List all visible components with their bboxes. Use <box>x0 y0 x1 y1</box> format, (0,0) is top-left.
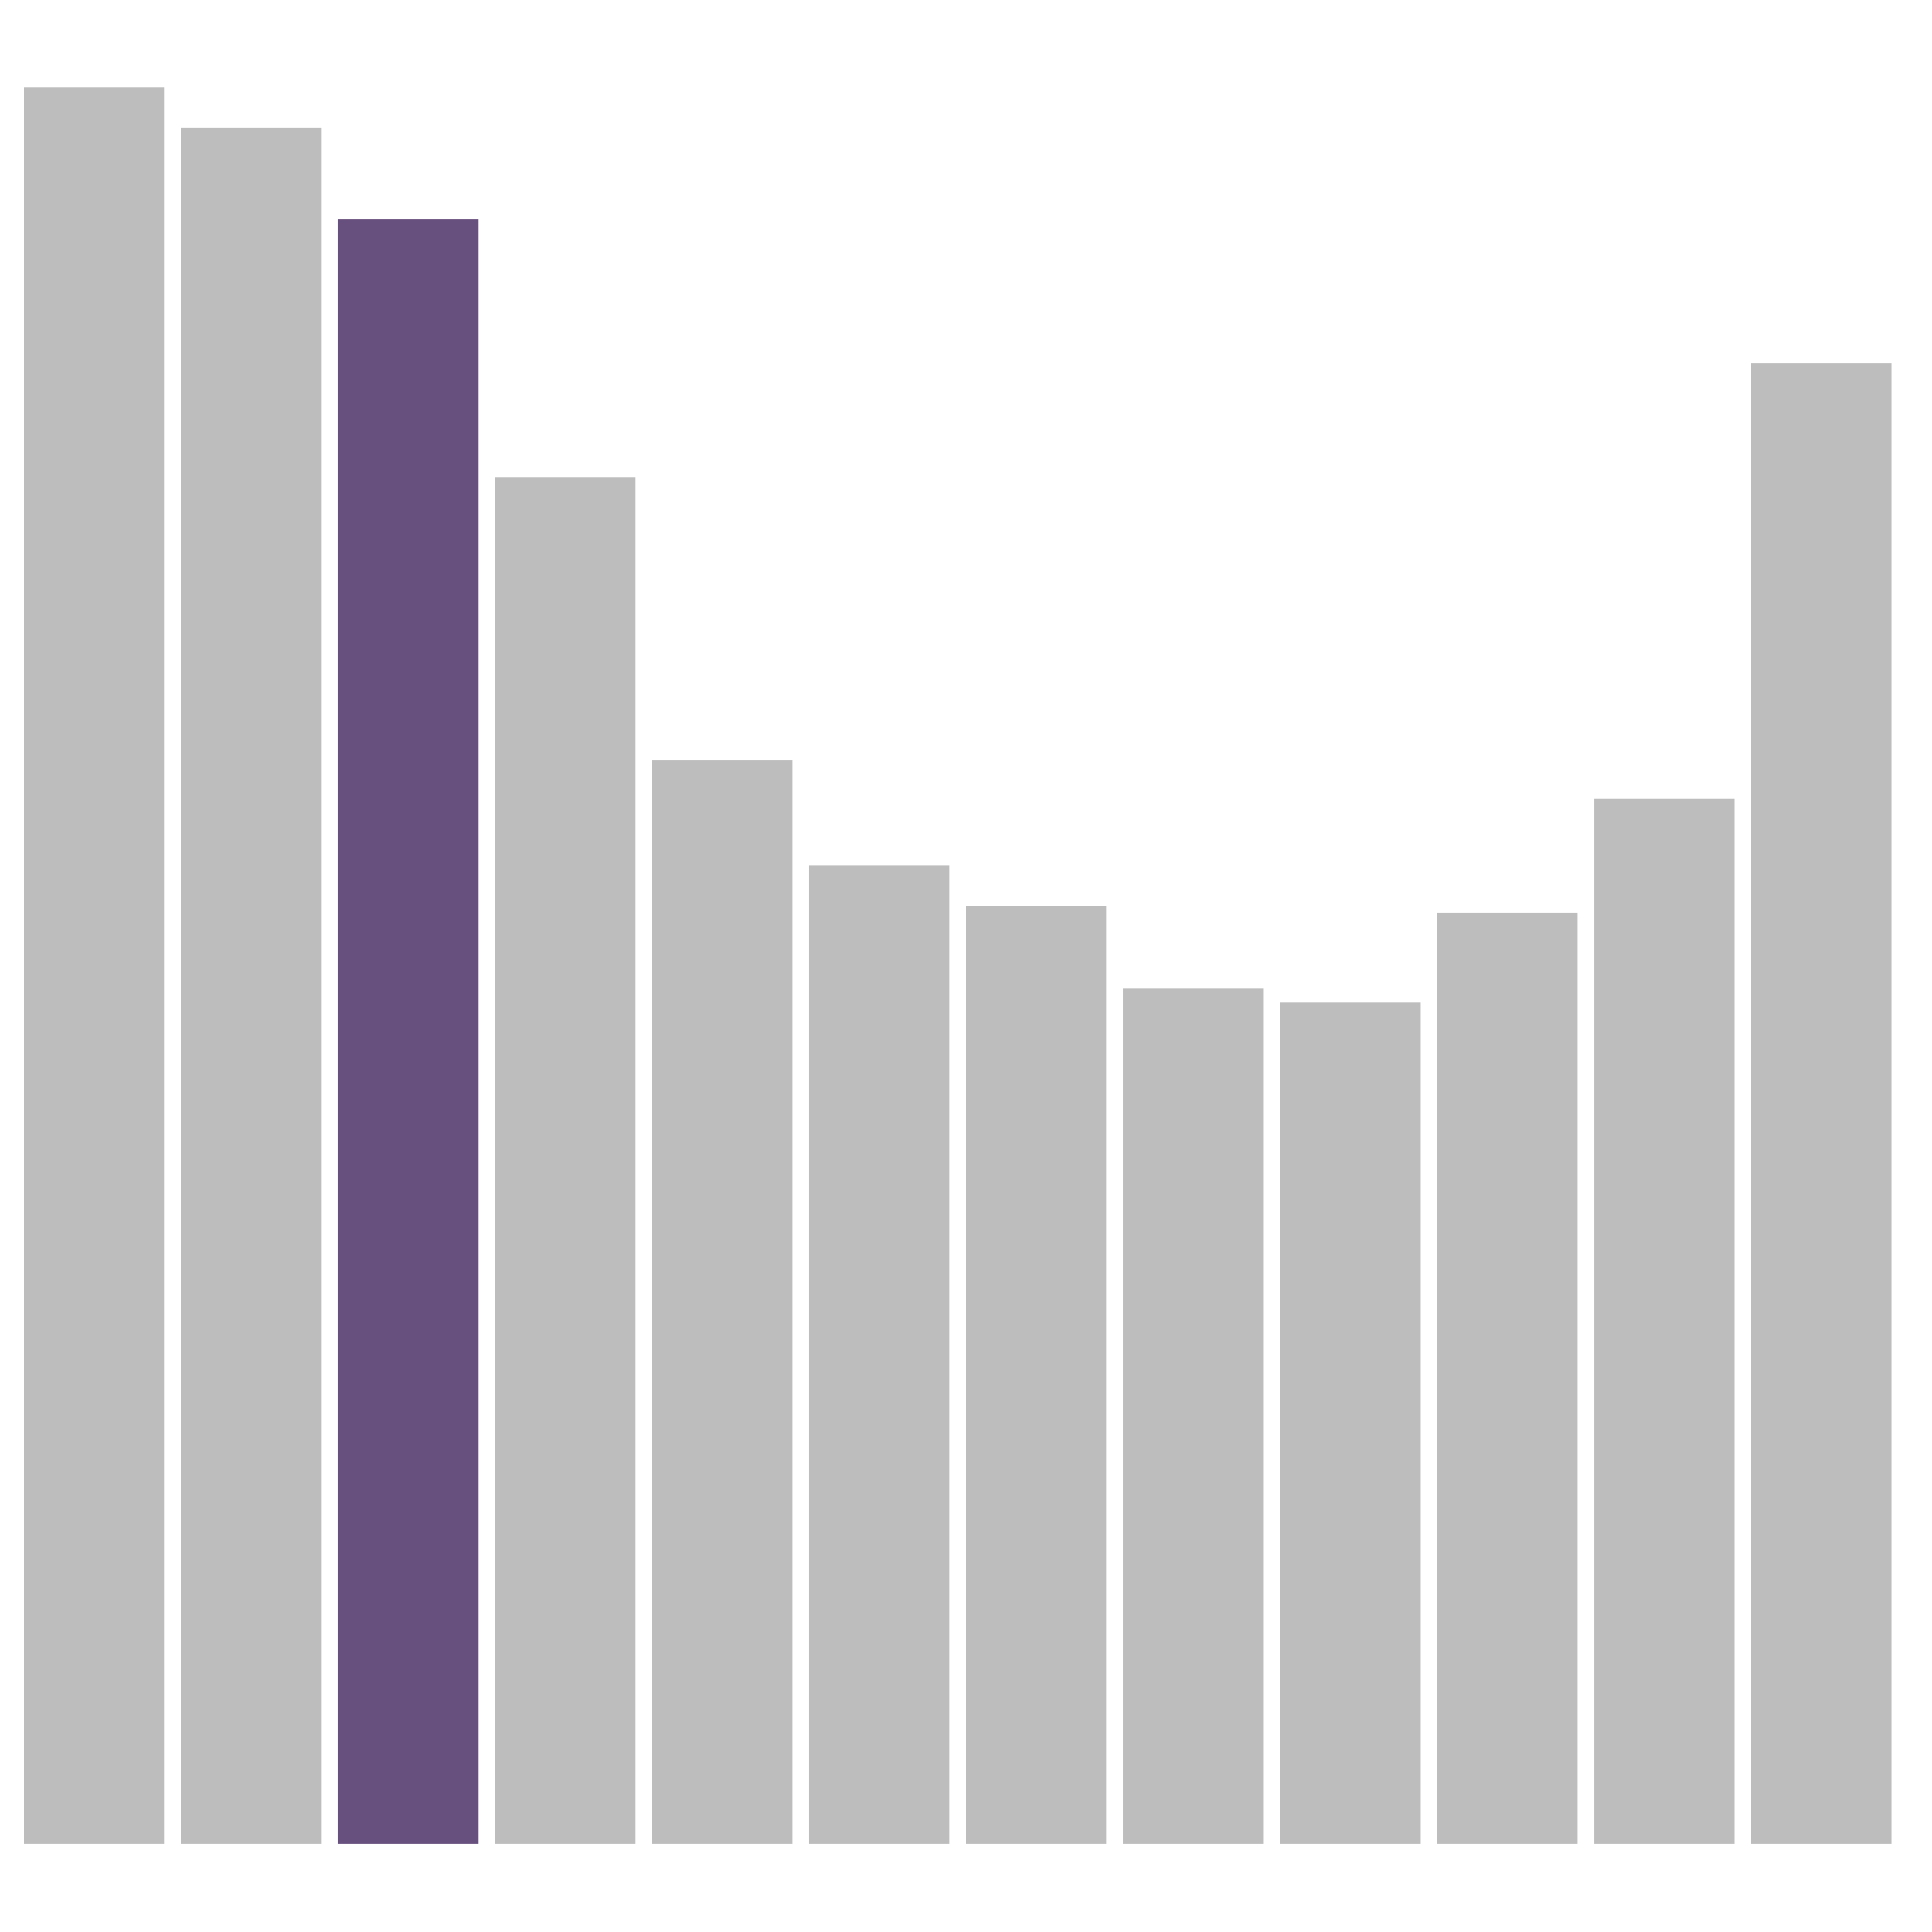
bar-group <box>24 87 1892 1844</box>
bar <box>1751 363 1892 1844</box>
bar <box>652 760 793 1844</box>
bar <box>966 906 1107 1844</box>
bar-highlighted <box>338 219 478 1844</box>
bar <box>1280 1002 1420 1844</box>
bar <box>181 127 322 1844</box>
bar <box>495 477 636 1844</box>
bar <box>1594 799 1735 1844</box>
bar <box>1123 988 1264 1844</box>
bar <box>1437 913 1578 1844</box>
bar <box>809 865 949 1844</box>
bar <box>24 87 165 1844</box>
